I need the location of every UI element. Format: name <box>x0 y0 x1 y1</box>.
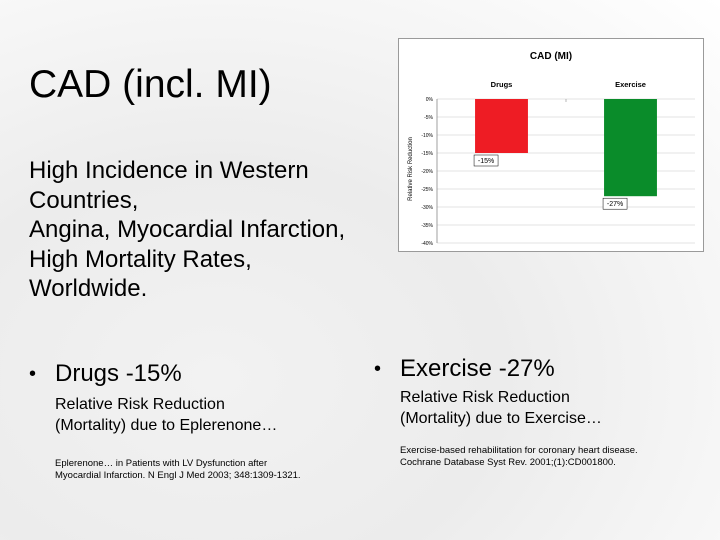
bar-exercise <box>604 99 657 197</box>
y-axis-label: Relative Risk Reduction <box>408 137 414 201</box>
y-tick-label: -5% <box>424 115 433 121</box>
intro-line: High Mortality Rates, <box>29 245 252 273</box>
y-tick-label: -25% <box>421 187 433 193</box>
category-label: Exercise <box>615 80 646 89</box>
data-label-box <box>602 197 628 210</box>
chart-title: CAD (MI) <box>530 51 572 62</box>
y-tick-label: -40% <box>421 241 433 247</box>
exercise-bullet-text: Exercise -27% <box>400 355 555 382</box>
data-label: -27% <box>607 201 623 208</box>
category-label: Drugs <box>491 80 513 89</box>
y-tick-label: -10% <box>421 133 433 139</box>
intro-line: Worldwide. <box>29 275 148 302</box>
data-label: -15% <box>478 158 494 165</box>
y-tick-label: 0% <box>426 97 434 103</box>
y-tick-label: -20% <box>421 169 433 175</box>
exercise-reference-line: Exercise-based rehabilitation for corona… <box>400 445 638 456</box>
bar-chart-svg: 0% -5% -10% -15% -20% -25% -30% -35% -40% Drugs -… <box>408 51 695 247</box>
exercise-bullet: • Exercise -27% <box>374 354 704 384</box>
drugs-description-line: (Mortality) due to Eplerenone… <box>55 416 278 434</box>
exercise-reference-line: Cochrane Database Syst Rev. 2001;(1):CD0… <box>400 457 616 468</box>
drugs-reference: Eplerenone… in Patients with LV Dysfunct… <box>29 458 369 482</box>
y-tick-label: -15% <box>421 151 433 157</box>
y-tick-label: -35% <box>421 223 433 229</box>
exercise-description-line: (Mortality) due to Exercise… <box>400 409 602 427</box>
drugs-bullet-text: Drugs -15% <box>55 360 182 387</box>
drugs-column: • Drugs -15% Relative Risk Reduction (Mo… <box>29 354 369 482</box>
intro-line: High Incidence in Western <box>29 157 309 184</box>
intro-line: Countries, <box>29 186 139 214</box>
bullet-dot-icon: • <box>29 363 37 385</box>
y-tick-label: -30% <box>421 205 433 211</box>
drugs-bullet: • Drugs -15% <box>29 359 369 389</box>
bar-layer: Drugs -15% Exercise -27% <box>473 80 657 210</box>
drugs-description-line: Relative Risk Reduction <box>55 396 225 413</box>
data-label-box <box>473 154 499 167</box>
bullet-dot-icon: • <box>374 358 382 380</box>
bar-drugs <box>475 99 528 153</box>
exercise-column: • Exercise -27% Relative Risk Reduction … <box>374 354 704 469</box>
intro-line: Angina, Myocardial Infarction, <box>29 216 346 243</box>
exercise-reference: Exercise-based rehabilitation for corona… <box>374 445 704 469</box>
drugs-reference-line: Eplerenone… in Patients with LV Dysfunct… <box>55 458 268 469</box>
intro-text: High Incidence in Western Countries, Ang… <box>29 156 409 304</box>
exercise-description-line: Relative Risk Reduction <box>400 389 570 406</box>
bar-chart: 0% -5% -10% -15% -20% -25% -30% -35% -40% Drugs -… <box>398 38 704 252</box>
drugs-description: Relative Risk Reduction (Mortality) due … <box>29 395 369 436</box>
drugs-reference-line: Myocardial Infarction. N Engl J Med 2003… <box>55 470 301 481</box>
slide-title: CAD (incl. MI) <box>29 63 272 106</box>
exercise-description: Relative Risk Reduction (Mortality) due … <box>374 388 704 429</box>
